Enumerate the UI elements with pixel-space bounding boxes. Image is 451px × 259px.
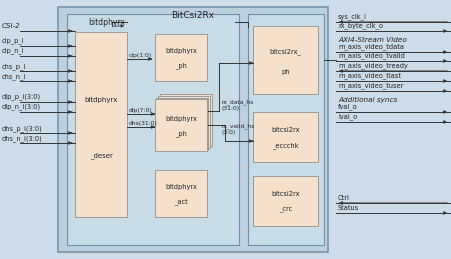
- Text: dhs_n_i(3:0): dhs_n_i(3:0): [2, 135, 43, 141]
- Bar: [248, 14, 324, 245]
- Text: m_axis_video_tvalid: m_axis_video_tvalid: [338, 52, 405, 59]
- Bar: [155, 34, 207, 81]
- Text: _eccchk: _eccchk: [272, 142, 299, 149]
- Text: ph: ph: [281, 69, 290, 75]
- Text: _act: _act: [174, 198, 188, 205]
- Text: bitcsi2rx: bitcsi2rx: [271, 191, 300, 198]
- Text: m_axis_video_tlast: m_axis_video_tlast: [338, 72, 401, 79]
- Text: clp_p_i: clp_p_i: [2, 38, 25, 45]
- Bar: [155, 99, 207, 151]
- Bar: [58, 7, 328, 252]
- Text: _ph: _ph: [175, 62, 187, 69]
- Text: bitdphyrx: bitdphyrx: [84, 97, 118, 103]
- Text: dlp_p_i(3:0): dlp_p_i(3:0): [2, 94, 41, 100]
- Text: clp_n_i: clp_n_i: [2, 48, 25, 54]
- Bar: [160, 94, 212, 146]
- Text: dlp_n_i(3:0): dlp_n_i(3:0): [2, 104, 41, 111]
- Text: dhs_p_i(3:0): dhs_p_i(3:0): [2, 125, 43, 132]
- Bar: [253, 112, 318, 162]
- Bar: [253, 176, 318, 226]
- Text: fval_o: fval_o: [338, 103, 358, 110]
- Text: m_axis_video_tuser: m_axis_video_tuser: [338, 82, 403, 89]
- Text: chs_p_i: chs_p_i: [2, 63, 26, 69]
- Text: rx_byte_clk_o: rx_byte_clk_o: [338, 22, 383, 29]
- Text: clp(1:0): clp(1:0): [129, 53, 152, 58]
- Text: _deser: _deser: [90, 153, 112, 159]
- Bar: [75, 32, 127, 217]
- Text: bitdphyrx: bitdphyrx: [165, 184, 197, 190]
- Text: CSI-2: CSI-2: [2, 24, 21, 30]
- Text: bitcsi2rx_: bitcsi2rx_: [270, 48, 301, 55]
- Text: chs_n_i: chs_n_i: [2, 73, 26, 80]
- Text: BitCsi2Rx: BitCsi2Rx: [171, 11, 215, 20]
- Text: _ph: _ph: [175, 131, 187, 137]
- Text: Ctrl: Ctrl: [338, 195, 350, 201]
- Text: m_axis_video_tdata: m_axis_video_tdata: [338, 43, 404, 50]
- Text: rx_data_hs: rx_data_hs: [221, 99, 253, 105]
- Text: bitcsi2rx: bitcsi2rx: [271, 127, 300, 133]
- Text: rx_valid_hs: rx_valid_hs: [221, 123, 254, 129]
- Bar: [156, 98, 208, 150]
- Text: AXI4-Stream Video: AXI4-Stream Video: [338, 37, 407, 43]
- Bar: [253, 26, 318, 94]
- Text: bitdphyrx: bitdphyrx: [165, 116, 197, 122]
- Text: m_axis_video_tready: m_axis_video_tready: [338, 62, 408, 69]
- Bar: [158, 96, 210, 148]
- Bar: [155, 170, 207, 217]
- Text: sys_clk_i: sys_clk_i: [338, 13, 367, 20]
- Text: lval_o: lval_o: [338, 113, 357, 120]
- Text: (31:0): (31:0): [221, 106, 239, 111]
- Text: bitdphyrx: bitdphyrx: [165, 48, 197, 54]
- Text: dlp(7:0): dlp(7:0): [129, 108, 153, 113]
- Text: _crc: _crc: [279, 206, 292, 212]
- Text: bitdphyrx: bitdphyrx: [88, 18, 125, 27]
- Text: dhs(31:0): dhs(31:0): [129, 121, 158, 126]
- Text: Status: Status: [338, 205, 359, 211]
- Text: Additional syncs: Additional syncs: [338, 97, 397, 103]
- Bar: [67, 14, 239, 245]
- Text: (3:0): (3:0): [221, 130, 235, 135]
